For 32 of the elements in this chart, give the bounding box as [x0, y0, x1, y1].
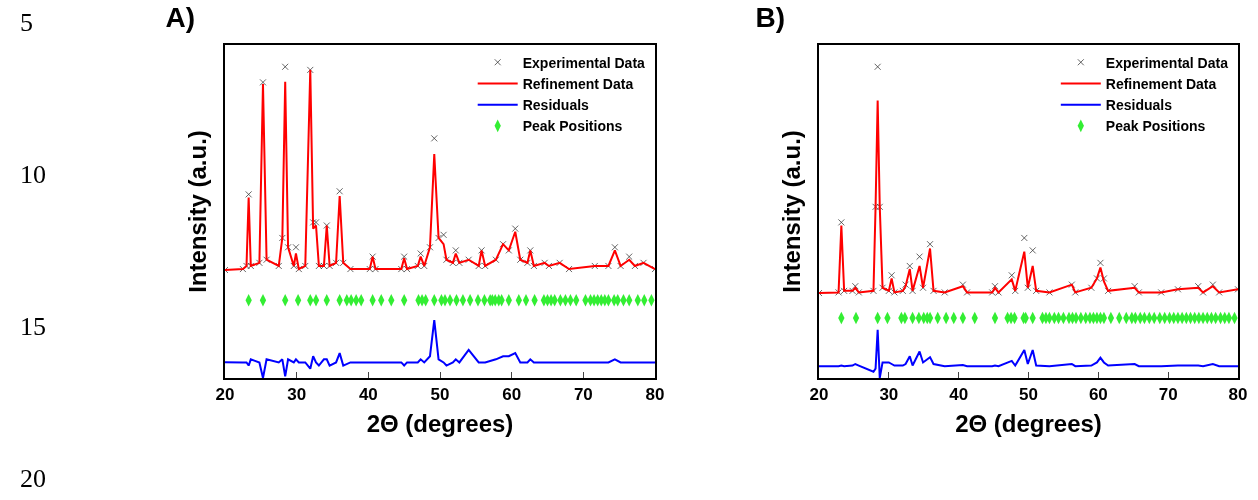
x-tick-label: 50 [430, 385, 450, 405]
x-axis-title: 2Θ (degrees) [955, 410, 1102, 438]
x-tick-label: 40 [949, 385, 969, 405]
x-tick-label: 30 [879, 385, 899, 405]
x-tick-label: 70 [573, 385, 593, 405]
x-tick-label: 20 [809, 385, 829, 405]
x-tick-label: 30 [287, 385, 307, 405]
chart-title: A) [165, 2, 196, 34]
x-tick-label: 20 [215, 385, 235, 405]
x-tick-label: 50 [1019, 385, 1038, 405]
legend-label: Refinement Data [1105, 75, 1217, 92]
y-axis-title: Intensity (a.u.) [777, 130, 805, 293]
x-tick-label: 40 [358, 385, 378, 405]
legend-label: Residuals [522, 97, 590, 114]
y-axis-title: Intensity (a.u.) [183, 130, 211, 293]
x-tick-label: 60 [502, 385, 522, 405]
legend-label: Experimental Data [1105, 54, 1229, 71]
chart-title: B) [755, 2, 786, 34]
legend-label: Experimental Data [522, 54, 646, 71]
legend-label: Refinement Data [522, 75, 634, 92]
x-tick-label: 80 [645, 385, 665, 405]
x-tick-label: 60 [1088, 385, 1108, 405]
legend-label: Residuals [1105, 97, 1173, 114]
legend-label: Peak Positions [522, 118, 623, 135]
text: 15 [20, 312, 46, 342]
x-tick-label: 70 [1158, 385, 1178, 405]
text: 5 [20, 8, 33, 38]
legend-label: Peak Positions [1105, 118, 1206, 135]
x-axis-title: 2Θ (degrees) [366, 410, 514, 438]
text: 10 [20, 160, 46, 190]
x-tick-label: 80 [1228, 385, 1248, 405]
text: 20 [20, 464, 46, 494]
